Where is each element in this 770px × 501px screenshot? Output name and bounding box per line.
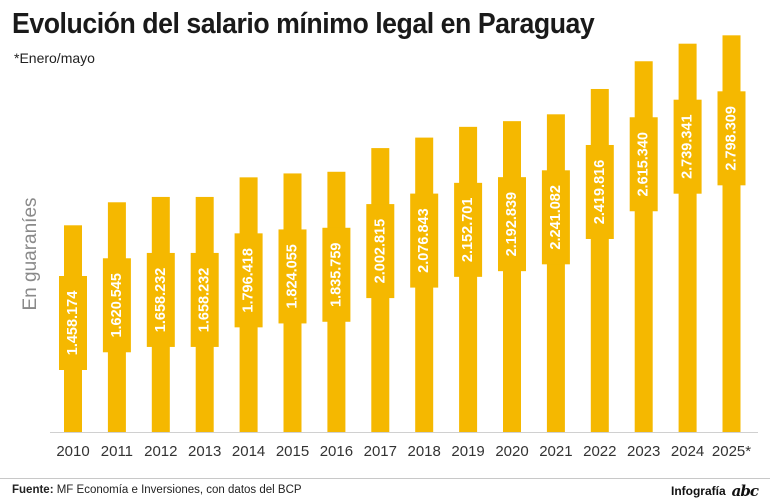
- bar: [634, 61, 653, 432]
- x-tick-label: 2015: [276, 443, 309, 460]
- value-label-box: [278, 229, 307, 324]
- value-label-box: [102, 258, 131, 353]
- data-label: 2.076.843: [416, 208, 432, 273]
- bar: [546, 114, 565, 432]
- x-tick-label: 2025*: [712, 443, 751, 460]
- data-label: 2.002.815: [372, 219, 388, 284]
- bar-chart: En guaraníes 1.458.174 2010 1.620.545 2011 1.…: [20, 35, 758, 460]
- data-label: 1.835.759: [328, 243, 344, 308]
- x-tick-label: 2018: [408, 443, 441, 460]
- x-tick-label: 2013: [188, 443, 221, 460]
- data-label: 1.458.174: [65, 291, 81, 356]
- bar: [503, 121, 521, 432]
- data-label: 1.658.232: [153, 268, 169, 333]
- value-label-box: [234, 233, 263, 328]
- chart-subtitle: *Enero/mayo: [14, 50, 95, 66]
- data-label: 2.615.340: [636, 132, 652, 197]
- value-label-box: [366, 204, 395, 299]
- y-axis-label: En guaraníes: [20, 197, 41, 310]
- credit-label: Infografía: [670, 484, 726, 498]
- bar: [459, 126, 478, 433]
- abc-logo: abc: [731, 482, 759, 500]
- x-tick-label: 2020: [495, 443, 528, 460]
- x-tick-label: 2024: [671, 443, 704, 460]
- bar: [590, 88, 609, 432]
- x-tick-label: 2019: [451, 443, 484, 460]
- value-label-box: [673, 99, 702, 194]
- x-tick-label: 2014: [232, 443, 265, 460]
- x-tick-label: 2016: [320, 443, 353, 460]
- credit: Infografía abc: [670, 482, 759, 500]
- value-label-box: [454, 182, 483, 277]
- chart-title: Evolución del salario mínimo legal en Pa…: [12, 8, 595, 40]
- data-label: 2.739.341: [680, 114, 696, 179]
- value-label-box: [59, 276, 87, 370]
- x-tick-label: 2023: [627, 443, 660, 460]
- source-note: Fuente: MF Economía e Inversiones, con d…: [12, 484, 302, 496]
- source-text: MF Economía e Inversiones, con datos del…: [53, 484, 302, 496]
- value-label-box: [498, 177, 526, 272]
- x-tick-label: 2017: [364, 443, 397, 460]
- data-label: 2.152.701: [460, 198, 476, 263]
- value-label-box: [629, 117, 658, 212]
- data-label: 1.796.418: [241, 248, 257, 313]
- value-label-box: [717, 91, 746, 186]
- footer-divider: [0, 478, 770, 479]
- value-label-box: [410, 193, 439, 288]
- value-label-box: [322, 227, 351, 322]
- data-label: 1.824.055: [285, 244, 301, 309]
- data-label: 1.620.545: [109, 273, 125, 338]
- value-label-box: [585, 144, 614, 239]
- data-label: 2.241.082: [548, 185, 564, 250]
- x-tick-label: 2010: [56, 443, 89, 460]
- x-tick-label: 2012: [144, 443, 177, 460]
- data-label: 2.192.839: [504, 192, 520, 257]
- data-label: 2.798.309: [724, 106, 740, 171]
- x-tick-label: 2011: [101, 443, 133, 460]
- value-label-box: [190, 252, 219, 347]
- x-tick-label: 2022: [583, 443, 616, 460]
- value-label-box: [541, 170, 570, 265]
- data-label: 1.658.232: [197, 268, 213, 333]
- source-label: Fuente:: [12, 484, 54, 496]
- data-label: 2.419.816: [592, 160, 608, 225]
- value-label-box: [146, 252, 175, 347]
- x-tick-label: 2021: [539, 443, 572, 460]
